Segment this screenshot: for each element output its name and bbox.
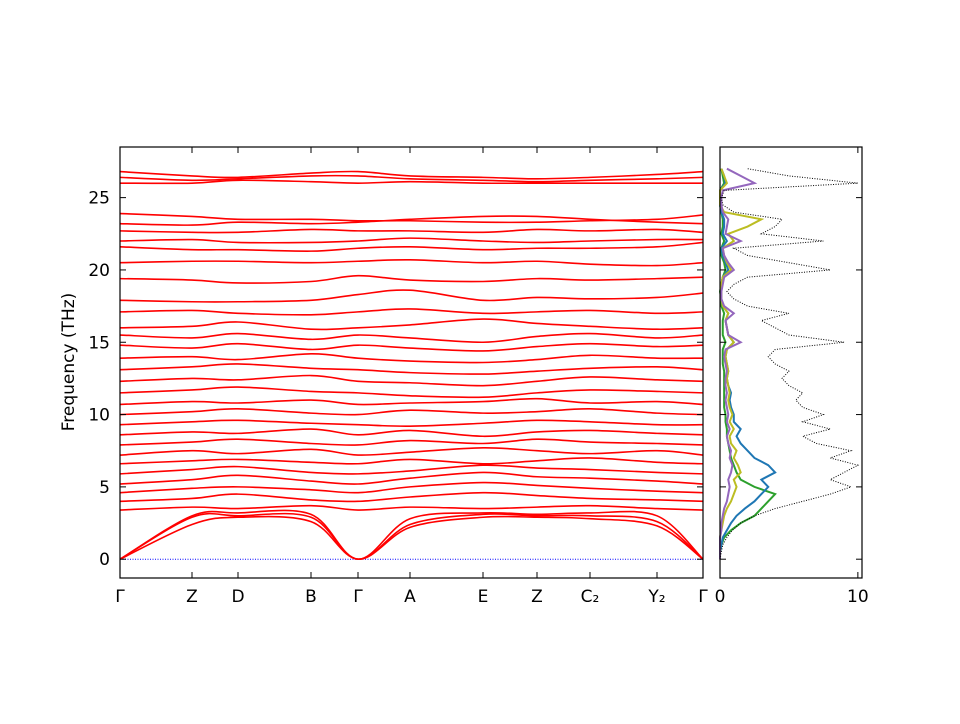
x-tick-label: B bbox=[305, 587, 317, 607]
band bbox=[120, 407, 703, 416]
x-tick-label: Γ bbox=[698, 587, 708, 607]
x-tick-label: D bbox=[231, 587, 244, 607]
band bbox=[120, 237, 703, 244]
band bbox=[120, 374, 703, 387]
dos-partial bbox=[719, 168, 765, 560]
y-tick-label: 25 bbox=[88, 189, 110, 209]
x-tick-label: A bbox=[404, 587, 416, 607]
band bbox=[120, 464, 703, 475]
band bbox=[120, 289, 703, 303]
band bbox=[120, 457, 703, 465]
band bbox=[120, 353, 703, 364]
band bbox=[120, 509, 703, 560]
dos-frame bbox=[719, 146, 863, 579]
band bbox=[120, 332, 703, 344]
band bbox=[120, 170, 703, 180]
band bbox=[120, 481, 703, 494]
dos-total bbox=[719, 168, 860, 560]
x-tick-label: Γ bbox=[353, 587, 363, 607]
band bbox=[120, 308, 703, 316]
band bbox=[120, 386, 703, 399]
band bbox=[120, 447, 703, 456]
band bbox=[120, 342, 703, 352]
y-axis-label: Frequency (THz) bbox=[59, 293, 79, 432]
band bbox=[120, 179, 703, 185]
dos-x-tick-label: 0 bbox=[715, 587, 726, 607]
band bbox=[120, 228, 703, 234]
band bbox=[120, 174, 703, 183]
band bbox=[120, 515, 703, 560]
dos-x-tick-label: 10 bbox=[847, 587, 869, 607]
y-tick-label: 15 bbox=[88, 333, 110, 353]
x-tick-label: Z bbox=[186, 587, 198, 607]
y-tick-label: 5 bbox=[99, 478, 110, 498]
x-tick-label: C₂ bbox=[581, 587, 600, 607]
x-tick-label: E bbox=[478, 587, 489, 607]
x-tick-label: Y₂ bbox=[647, 587, 665, 607]
band bbox=[120, 241, 703, 252]
y-tick-label: 10 bbox=[88, 406, 110, 426]
band bbox=[120, 504, 703, 511]
band bbox=[120, 363, 703, 375]
band bbox=[120, 258, 703, 267]
x-tick-label: Γ bbox=[115, 587, 125, 607]
dos-partial bbox=[719, 167, 758, 560]
y-tick-label: 0 bbox=[99, 550, 110, 570]
band bbox=[120, 491, 703, 503]
band bbox=[120, 397, 703, 406]
dos-partial bbox=[718, 168, 777, 560]
y-tick-label: 20 bbox=[88, 261, 110, 281]
band bbox=[120, 419, 703, 427]
band bbox=[120, 318, 703, 331]
band bbox=[120, 512, 703, 560]
band bbox=[120, 428, 703, 438]
band bbox=[120, 274, 703, 284]
band bbox=[120, 471, 703, 485]
x-tick-label: Z bbox=[531, 587, 543, 607]
band-frame bbox=[119, 146, 704, 579]
band bbox=[120, 438, 703, 446]
band bbox=[120, 212, 703, 224]
